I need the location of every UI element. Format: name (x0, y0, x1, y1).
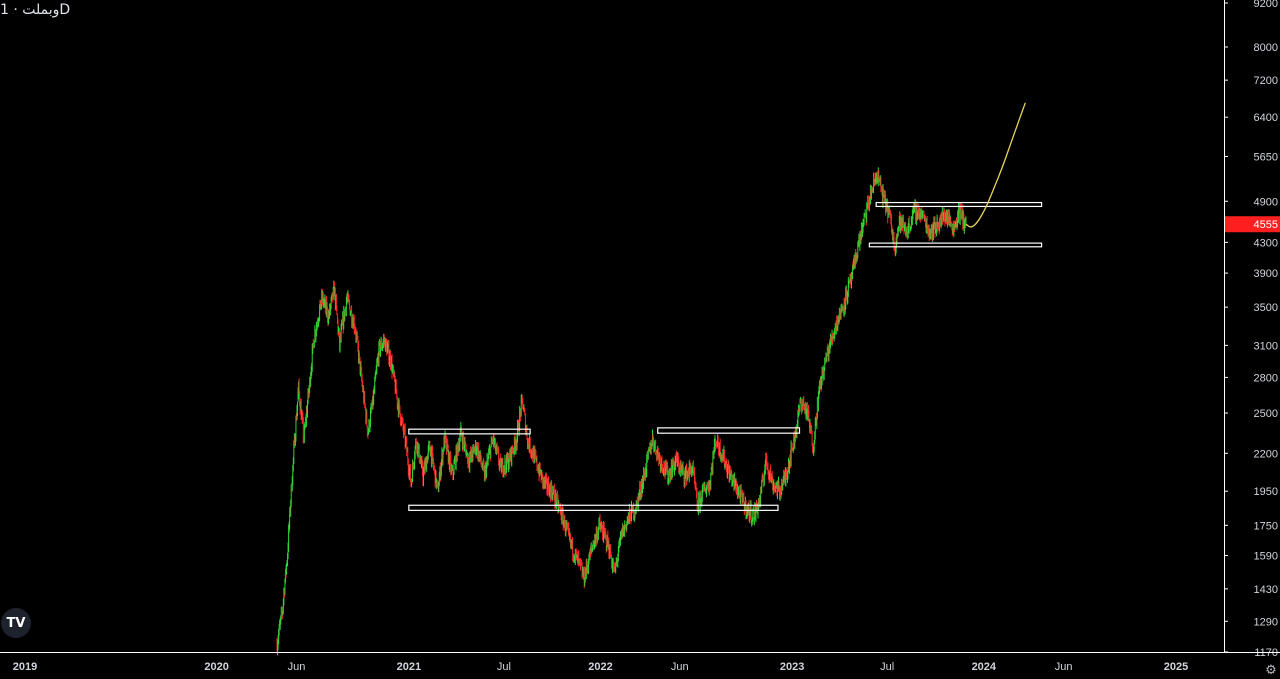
price-tick-label: 2200 (1254, 448, 1278, 460)
price-zone-rect[interactable] (408, 504, 779, 511)
zones-layer (408, 201, 1043, 511)
gear-icon[interactable]: ⚙ (1265, 662, 1277, 677)
price-tick-label: 1950 (1254, 486, 1278, 498)
time-tick-label: 2025 (1164, 661, 1188, 673)
time-tick-label: 2022 (588, 661, 612, 673)
time-axis[interactable]: 2019 2020 Jun 2021 Jul 2022 Jun 2023 Jul 2024 Jun 2… (0, 652, 1280, 674)
price-tick-label: 7200 (1254, 75, 1278, 87)
price-tick-label: 4900 (1254, 196, 1278, 208)
price-zone-rect[interactable] (408, 428, 531, 435)
chart-title: وبملت · 1D (0, 2, 71, 18)
time-tick-label: 2021 (397, 661, 421, 673)
price-tick-label: 1750 (1254, 520, 1278, 532)
price-tick-label: 1590 (1254, 550, 1278, 562)
price-tick-label: 1290 (1254, 616, 1278, 628)
price-tick-label: 8000 (1254, 42, 1278, 54)
price-tick-label: 3900 (1254, 268, 1278, 280)
time-tick-label: 2019 (13, 661, 37, 673)
time-tick-label: Jun (1055, 661, 1073, 673)
time-tick-label: 2024 (972, 661, 997, 673)
time-tick-label: Jun (671, 661, 689, 673)
price-tick-label: 3500 (1254, 302, 1278, 314)
tradingview-logo[interactable]: TV (1, 608, 31, 638)
time-tick-label: Jul (497, 661, 511, 673)
price-tick-label: 4300 (1254, 237, 1278, 249)
price-tick-label: 2500 (1254, 408, 1278, 420)
projection-layer (965, 102, 1026, 228)
candles-layer (276, 167, 967, 656)
price-zone-rect[interactable] (875, 201, 1043, 208)
time-tick-label: Jul (880, 661, 894, 673)
price-tick-label: 1430 (1254, 584, 1278, 596)
price-tick-label: 6400 (1254, 112, 1278, 124)
last-price-label: 4555 (1254, 219, 1278, 231)
price-axis[interactable]: 1170129014301590175019502200250028003100… (1224, 0, 1280, 659)
last-price-badge (1225, 216, 1280, 233)
time-tick-label: 2020 (204, 661, 228, 673)
price-tick-label: 2800 (1254, 372, 1278, 384)
time-tick-label: 2023 (780, 661, 804, 673)
price-tick-label: 3100 (1254, 340, 1278, 352)
time-tick-label: Jun (288, 661, 306, 673)
price-zone-rect[interactable] (868, 242, 1043, 248)
price-tick-label: 5650 (1254, 151, 1278, 163)
price-tick-label: 9200 (1254, 0, 1278, 10)
price-zone-rect[interactable] (657, 427, 801, 434)
projection-curve[interactable] (965, 102, 1026, 228)
